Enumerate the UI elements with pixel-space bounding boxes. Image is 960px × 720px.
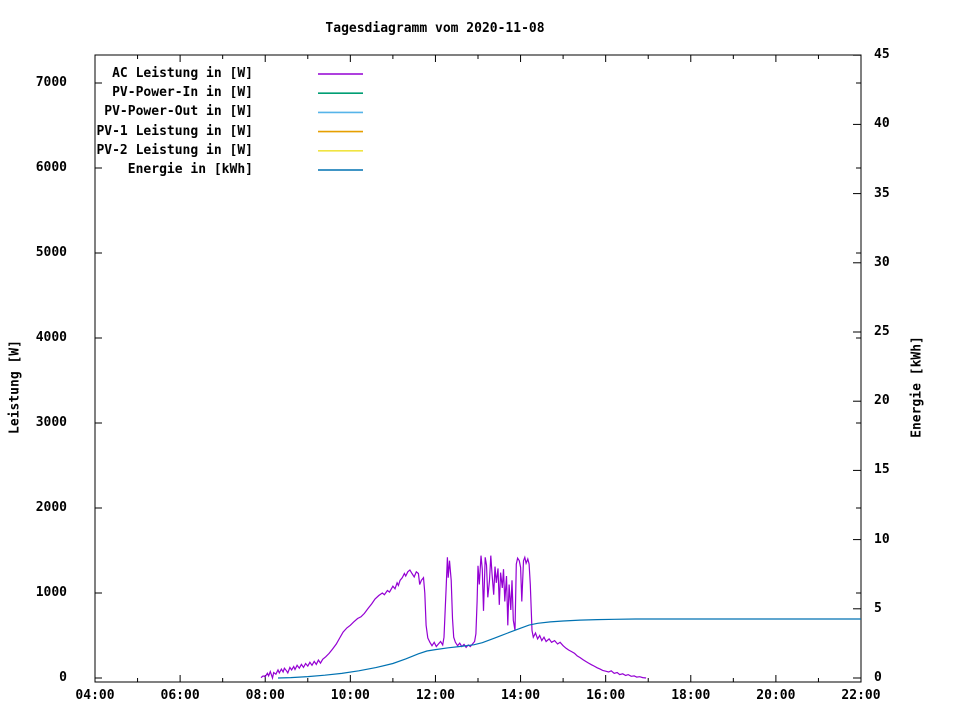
right-axis-tick-label: 25: [874, 324, 890, 339]
legend-label: Energie in [kWh]: [127, 162, 253, 177]
right-axis-tick-label: 10: [874, 531, 890, 547]
x-axis-tick-label: 12:00: [415, 688, 455, 703]
right-axis-tick-label: 45: [874, 47, 890, 63]
right-axis-tick-label: 30: [874, 254, 890, 270]
x-axis-tick-label: 22:00: [841, 688, 881, 703]
legend-label: AC Leistung in [W]: [112, 66, 253, 81]
right-axis-tick-label: 5: [874, 600, 882, 616]
chart-title: Tagesdiagramm vom 2020-11-08: [325, 21, 545, 36]
series-line-energie-in-kwh: [277, 618, 861, 679]
x-axis-tick-label: 14:00: [500, 688, 541, 703]
left-axis-tick-label: 5000: [35, 245, 67, 260]
left-axis-tick-label: 1000: [35, 585, 67, 600]
right-axis-tick-label: 15: [874, 462, 890, 478]
left-axis-tick-label: 7000: [35, 75, 67, 90]
x-axis-tick-label: 10:00: [330, 688, 370, 703]
x-axis-tick-label: 06:00: [160, 688, 200, 703]
right-axis-tick-label: 40: [874, 116, 890, 132]
right-axis-tick-label: 20: [874, 393, 890, 409]
series-line-ac-leistung-in-w: [260, 555, 647, 681]
legend-label: PV-Power-In in [W]: [112, 85, 253, 101]
left-axis-tick-label: 6000: [35, 160, 67, 175]
x-axis-tick-label: 04:00: [75, 688, 115, 703]
left-axis-tick-label: 3000: [35, 415, 67, 430]
left-axis-tick-label: 4000: [35, 330, 67, 345]
right-axis-tick-label: 0: [874, 670, 882, 685]
right-axis-title: Energie [kWh]: [909, 336, 925, 438]
x-axis-tick-label: 16:00: [586, 688, 626, 703]
x-axis-tick-label: 18:00: [671, 688, 711, 703]
legend-label: PV-1 Leistung in [W]: [96, 123, 253, 139]
x-axis-tick-label: 20:00: [756, 688, 796, 703]
right-axis-tick-label: 35: [874, 185, 890, 201]
x-axis-tick-label: 08:00: [245, 688, 285, 703]
legend-label: PV-Power-Out in [W]: [104, 104, 253, 120]
legend-label: PV-2 Leistung in [W]: [96, 142, 253, 158]
left-axis-tick-label: 0: [59, 670, 67, 685]
left-axis-tick-label: 2000: [35, 500, 67, 515]
